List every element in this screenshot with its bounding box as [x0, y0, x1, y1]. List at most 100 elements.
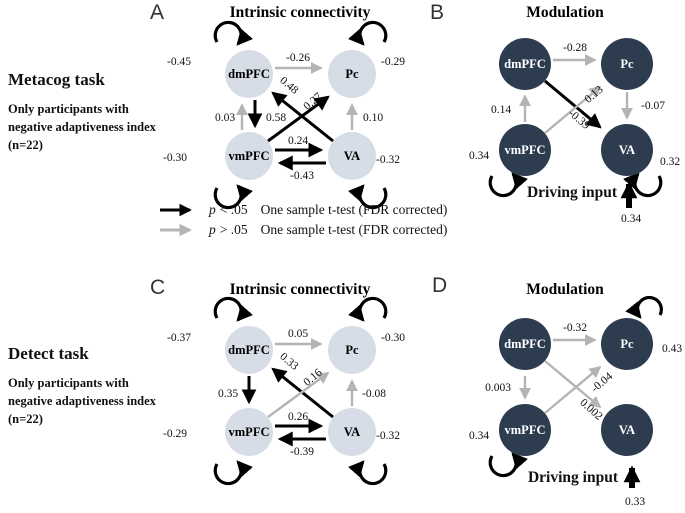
value-dmpfc-pc: -0.32 [563, 322, 587, 334]
value-dmpfc-vmpfc: 0.35 [218, 388, 238, 400]
arrow-vmpfc-to-pc [544, 85, 602, 134]
value-dmpfc-vmpfc: 0.58 [266, 112, 286, 124]
value-selfloop-dmpfc: -0.45 [167, 56, 191, 68]
self-loop-pc [348, 20, 388, 46]
node-label-va: VA [619, 423, 635, 437]
panel-c-letter: C [150, 276, 166, 299]
self-loop-vmpfc [488, 452, 528, 478]
node-label-dmpfc: dmPFC [504, 57, 546, 71]
panel-a-title: Intrinsic connectivity [229, 4, 371, 21]
self-loop-vmpfc [488, 172, 528, 198]
node-label-pc: Pc [345, 343, 359, 357]
panel-d-letter: D [432, 274, 448, 297]
metacog-sub-line-1: Only participants with [8, 102, 129, 116]
panel-a-diagram: dmPFC Pc vmPFC VA -0.45 -0.29 -0.30 -0.3… [163, 20, 405, 210]
legend-p-symbol: p [209, 202, 216, 217]
node-label-vmpfc: vmPFC [229, 425, 270, 439]
value-dmpfc-pc: -0.26 [286, 52, 310, 64]
value-vmpfc-pc: 0.16 [302, 366, 325, 388]
node-label-dmpfc: dmPFC [228, 67, 270, 81]
value-selfloop-va: -0.32 [376, 154, 400, 166]
value-selfloop-pc: -0.30 [381, 332, 405, 344]
metacog-task-block: Metacog task Only participants with nega… [8, 70, 183, 154]
value-vmpfc-va: 0.24 [288, 135, 308, 147]
metacog-task-subtitle: Only participants with negative adaptive… [8, 100, 183, 154]
node-pc [328, 50, 376, 98]
metacog-sub-line-3: (n=22) [8, 138, 43, 153]
node-va [328, 132, 376, 180]
detect-sub-line-2: negative adaptiveness index [8, 394, 156, 409]
value-va-vmpfc: -0.39 [290, 446, 314, 458]
arrow-dmpfc-to-va [544, 360, 602, 409]
value-va-pc: 0.10 [363, 112, 383, 124]
detect-sub-line-3: (n=22) [8, 412, 43, 427]
value-vmpfc-dmpfc: 0.03 [215, 112, 235, 124]
legend-description: One sample t-test (FDR corrected) [260, 202, 448, 217]
self-loop-va [348, 460, 388, 486]
self-loop-va [348, 184, 388, 210]
panel-b-diagram: dmPFC Pc vmPFC VA -0.28 0.14 -0.39 0.13 … [469, 38, 680, 225]
node-pc [328, 326, 376, 374]
metacog-sub-line-2: negative adaptiveness index [8, 120, 156, 135]
value-selfloop-vmpfc: -0.29 [163, 428, 187, 440]
legend-description: One sample t-test (FDR corrected) [260, 222, 448, 237]
value-dmpfc-vmpfc: 0.003 [485, 382, 511, 394]
value-vmpfc-pc: 0.13 [583, 83, 606, 105]
value-vmpfc-pc: 0.27 [302, 90, 325, 112]
node-label-va: VA [619, 143, 635, 157]
driving-input-label: Driving input [528, 469, 619, 486]
value-dmpfc-va: 0.002 [577, 397, 604, 423]
value-selfloop-vmpfc: 0.34 [469, 430, 489, 442]
panel-a-letter: A [150, 1, 165, 24]
self-loop-dmpfc [213, 296, 253, 322]
panel-c-diagram: dmPFC Pc vmPFC VA -0.37 -0.30 -0.29 -0.3… [163, 296, 405, 486]
legend-comparison: < .05 [219, 202, 248, 217]
legend-row-nonsignificant: p > .05 One sample t-test (FDR corrected… [158, 220, 447, 240]
value-selfloop-pc: 0.43 [662, 343, 682, 355]
node-vmpfc [499, 124, 551, 176]
self-loop-dmpfc [213, 20, 253, 46]
node-label-pc: Pc [620, 57, 634, 71]
value-selfloop-va: 0.32 [660, 156, 680, 168]
driving-input-value: 0.33 [625, 496, 645, 508]
self-loop-vmpfc [213, 184, 253, 210]
value-va-dmpfc: 0.48 [277, 75, 300, 97]
arrow-vmpfc-to-pc [267, 95, 330, 143]
panel-d-title: Modulation [526, 281, 604, 298]
node-label-pc: Pc [345, 67, 359, 81]
node-vmpfc [499, 404, 551, 456]
panel-b-letter: B [430, 1, 445, 24]
value-dmpfc-pc: -0.28 [563, 42, 587, 54]
node-pc [601, 38, 653, 90]
node-va [328, 408, 376, 456]
self-loop-pc [348, 296, 388, 322]
legend-comparison: > .05 [219, 222, 248, 237]
value-selfloop-pc: -0.29 [381, 56, 405, 68]
node-label-dmpfc: dmPFC [228, 343, 270, 357]
value-selfloop-vmpfc: 0.34 [469, 150, 489, 162]
value-dmpfc-pc: 0.05 [288, 328, 308, 340]
value-pc-va: -0.07 [641, 100, 665, 112]
metacog-task-title: Metacog task [8, 70, 105, 89]
arrow-dmpfc-to-va [544, 79, 602, 129]
value-vmpfc-dmpfc: 0.14 [491, 104, 511, 116]
panel-b-title: Modulation [526, 4, 604, 21]
node-vmpfc [225, 408, 273, 456]
self-loop-va [623, 172, 663, 198]
arrow-vmpfc-to-pc [544, 365, 602, 414]
value-va-vmpfc: -0.43 [290, 170, 314, 182]
value-selfloop-va: -0.32 [376, 430, 400, 442]
node-pc [601, 318, 653, 370]
node-label-pc: Pc [620, 337, 634, 351]
self-loop-vmpfc [213, 460, 253, 486]
node-dmpfc [499, 38, 551, 90]
node-va [601, 124, 653, 176]
black-arrow-icon [160, 203, 192, 217]
node-dmpfc [499, 318, 551, 370]
value-va-dmpfc: 0.33 [277, 351, 300, 373]
node-label-vmpfc: vmPFC [505, 143, 546, 157]
driving-input-value: 0.34 [621, 213, 641, 225]
node-label-dmpfc: dmPFC [504, 337, 546, 351]
legend-p-symbol: p [209, 222, 216, 237]
